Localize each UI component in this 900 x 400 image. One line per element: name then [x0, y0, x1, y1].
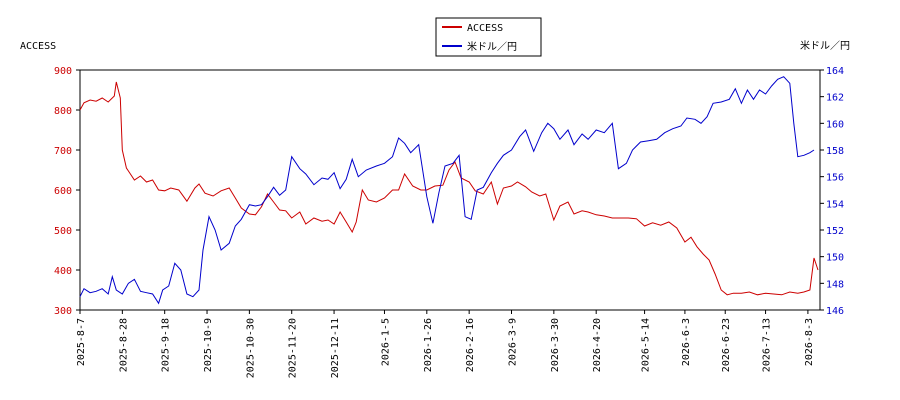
- right-axis-tick-label: 164: [826, 66, 844, 77]
- x-axis-tick-label: 2026-7-13: [762, 318, 773, 372]
- series-layer: [79, 76, 819, 305]
- x-axis-tick-label: 2025-11-20: [288, 318, 299, 378]
- plot-frame: [79, 69, 821, 311]
- x-axis: 2025-8-7 2025-8-28 2025-9-18 2025-10-9 2025-…: [76, 310, 815, 378]
- legend: ACCESS 米ドル／円: [435, 17, 542, 57]
- right-axis-tick-label: 154: [826, 199, 844, 210]
- x-axis-tick-label: 2025-10-30: [245, 318, 256, 378]
- right-axis-tick-label: 152: [826, 226, 844, 237]
- left-axis-tick-label: 700: [54, 146, 72, 157]
- left-axis-tick-label: 800: [54, 106, 72, 117]
- x-axis-tick-label: 2026-6-3: [681, 318, 692, 366]
- usdjpy-series-line: [79, 76, 815, 305]
- x-axis-tick-label: 2025-10-9: [203, 318, 214, 372]
- right-axis-tick-label: 146: [826, 306, 844, 317]
- x-axis-tick-label: 2026-4-20: [592, 318, 603, 372]
- left-axis-tick-label: 400: [54, 266, 72, 277]
- x-axis-tick-label: 2026-6-23: [721, 318, 732, 372]
- x-axis-tick-label: 2026-1-26: [423, 318, 434, 372]
- access-series-line: [79, 81, 819, 296]
- x-axis-tick-label: 2025-9-18: [161, 318, 172, 372]
- x-axis-tick-label: 2025-8-7: [76, 318, 87, 366]
- legend-box: [435, 17, 542, 57]
- legend-label-usdjpy: 米ドル／円: [467, 40, 517, 53]
- right-axis-tick-label: 162: [826, 93, 844, 104]
- right-axis-tick-label: 150: [826, 253, 844, 264]
- x-axis-tick-label: 2026-3-9: [507, 318, 518, 366]
- legend-label-access: ACCESS: [467, 23, 503, 34]
- x-axis-tick-label: 2026-2-16: [465, 318, 476, 372]
- x-axis-tick-label: 2025-12-11: [330, 318, 341, 378]
- left-axis-tick-label: 900: [54, 66, 72, 77]
- right-axis-tick-label: 156: [826, 173, 844, 184]
- right-axis-tick-label: 158: [826, 146, 844, 157]
- x-axis-tick-label: 2026-8-3: [804, 318, 815, 366]
- right-axis-tick-label: 148: [826, 279, 844, 290]
- left-axis-tick-label: 300: [54, 306, 72, 317]
- right-axis-label: 米ドル／円: [800, 39, 850, 52]
- x-axis-tick-label: 2026-1-5: [380, 318, 391, 366]
- left-axis: 300 400 500 600 700 800 900: [54, 66, 80, 317]
- left-axis-tick-label: 600: [54, 186, 72, 197]
- x-axis-tick-label: 2026-3-30: [550, 318, 561, 372]
- x-axis-tick-label: 2025-8-28: [118, 318, 129, 372]
- left-axis-tick-label: 500: [54, 226, 72, 237]
- left-axis-label: ACCESS: [20, 41, 56, 52]
- right-axis: 146 148 150 152 154 156 158 160 162 164: [820, 66, 844, 317]
- right-axis-tick-label: 160: [826, 119, 844, 130]
- x-axis-tick-label: 2026-5-14: [641, 318, 652, 372]
